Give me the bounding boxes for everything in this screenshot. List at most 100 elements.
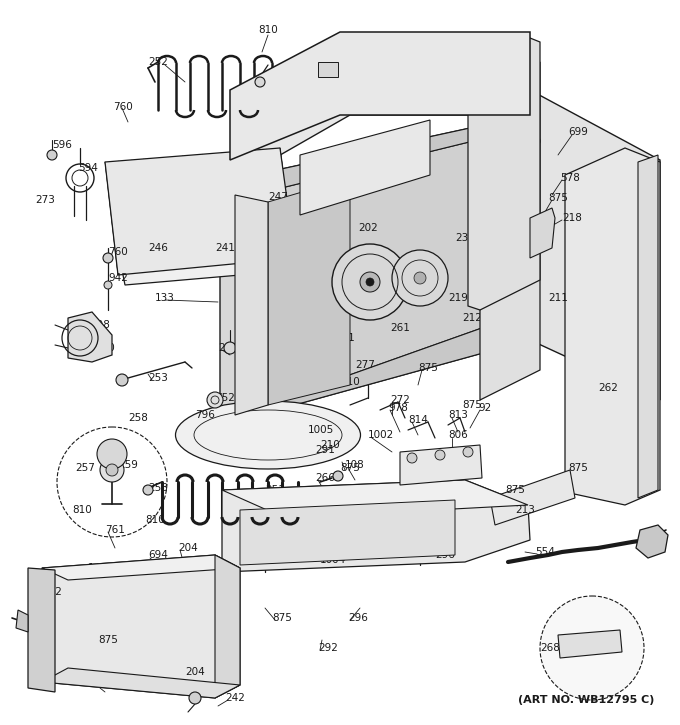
Text: 810: 810 bbox=[248, 513, 268, 523]
Circle shape bbox=[333, 471, 343, 481]
Text: 945: 945 bbox=[285, 320, 305, 330]
Circle shape bbox=[97, 439, 127, 469]
Text: 266: 266 bbox=[315, 473, 335, 483]
Text: 251: 251 bbox=[265, 485, 285, 495]
Text: 875: 875 bbox=[462, 400, 482, 410]
Circle shape bbox=[224, 342, 236, 354]
Text: 242: 242 bbox=[225, 693, 245, 703]
Text: 296: 296 bbox=[348, 613, 368, 623]
Text: 253: 253 bbox=[148, 373, 168, 383]
Text: 143: 143 bbox=[88, 563, 108, 573]
Polygon shape bbox=[222, 480, 528, 518]
Text: 282: 282 bbox=[218, 343, 238, 353]
Circle shape bbox=[540, 596, 644, 700]
Text: 813: 813 bbox=[448, 410, 468, 420]
Text: 232: 232 bbox=[455, 233, 475, 243]
Text: 108: 108 bbox=[345, 460, 364, 470]
Polygon shape bbox=[300, 120, 430, 215]
Text: 814: 814 bbox=[408, 415, 428, 425]
Circle shape bbox=[100, 458, 124, 482]
Text: 211: 211 bbox=[548, 293, 568, 303]
Text: 1004: 1004 bbox=[320, 555, 346, 565]
Text: 1012: 1012 bbox=[310, 357, 337, 367]
Polygon shape bbox=[215, 555, 240, 698]
Polygon shape bbox=[565, 148, 660, 505]
Text: 596: 596 bbox=[52, 140, 72, 150]
Text: 534: 534 bbox=[408, 293, 428, 303]
Text: 875: 875 bbox=[505, 485, 525, 495]
Text: 875: 875 bbox=[418, 363, 438, 373]
Text: 230: 230 bbox=[278, 220, 298, 230]
Polygon shape bbox=[42, 555, 240, 580]
Text: 272: 272 bbox=[390, 395, 410, 405]
Text: 694: 694 bbox=[148, 550, 168, 560]
Text: 809: 809 bbox=[308, 340, 328, 350]
Text: 219: 219 bbox=[448, 293, 468, 303]
Circle shape bbox=[360, 272, 380, 292]
Polygon shape bbox=[265, 132, 510, 405]
Text: 760: 760 bbox=[113, 102, 133, 112]
Text: 241: 241 bbox=[215, 243, 235, 253]
Text: 810: 810 bbox=[145, 515, 165, 525]
Polygon shape bbox=[42, 555, 240, 698]
Text: 998: 998 bbox=[90, 320, 110, 330]
Text: 213: 213 bbox=[515, 505, 535, 515]
Text: 699: 699 bbox=[568, 127, 588, 137]
Text: 810: 810 bbox=[340, 377, 360, 387]
Circle shape bbox=[207, 392, 223, 408]
Text: 273: 273 bbox=[35, 195, 55, 205]
Text: 246: 246 bbox=[148, 243, 168, 253]
Polygon shape bbox=[112, 205, 298, 285]
Text: 277: 277 bbox=[355, 360, 375, 370]
Text: 810: 810 bbox=[72, 505, 92, 515]
Text: 262: 262 bbox=[598, 383, 618, 393]
Polygon shape bbox=[240, 115, 530, 192]
Text: 20: 20 bbox=[528, 137, 541, 147]
Text: 136: 136 bbox=[88, 673, 108, 683]
Text: 259: 259 bbox=[118, 460, 138, 470]
Text: 875: 875 bbox=[568, 463, 588, 473]
Text: 223: 223 bbox=[340, 305, 360, 315]
Circle shape bbox=[189, 692, 201, 704]
Circle shape bbox=[463, 447, 473, 457]
Polygon shape bbox=[220, 160, 240, 420]
Ellipse shape bbox=[175, 401, 360, 469]
Text: 252: 252 bbox=[148, 57, 168, 67]
Circle shape bbox=[103, 253, 113, 263]
Text: 269: 269 bbox=[462, 463, 482, 473]
Text: 554: 554 bbox=[535, 547, 555, 557]
Text: 875: 875 bbox=[548, 193, 568, 203]
Polygon shape bbox=[240, 115, 530, 420]
Text: 761: 761 bbox=[105, 525, 125, 535]
Polygon shape bbox=[235, 195, 268, 415]
Text: 292: 292 bbox=[318, 643, 338, 653]
Text: 1002: 1002 bbox=[368, 430, 394, 440]
Polygon shape bbox=[638, 155, 658, 498]
Text: 218: 218 bbox=[562, 213, 582, 223]
Text: 296: 296 bbox=[245, 525, 265, 535]
Text: 875: 875 bbox=[98, 635, 118, 645]
Text: 875: 875 bbox=[510, 55, 530, 65]
Text: 760: 760 bbox=[108, 247, 128, 257]
Text: 296: 296 bbox=[435, 550, 455, 560]
Text: 806: 806 bbox=[448, 430, 468, 440]
Polygon shape bbox=[220, 90, 530, 178]
Polygon shape bbox=[480, 62, 540, 400]
Text: 942: 942 bbox=[108, 273, 128, 283]
Circle shape bbox=[116, 374, 128, 386]
Text: 204: 204 bbox=[178, 543, 198, 553]
Text: (ART NO. WB12795 C): (ART NO. WB12795 C) bbox=[517, 695, 654, 705]
Text: 796: 796 bbox=[195, 410, 215, 420]
Polygon shape bbox=[468, 48, 492, 68]
Circle shape bbox=[435, 450, 445, 460]
Text: 201: 201 bbox=[335, 333, 355, 343]
Polygon shape bbox=[16, 610, 28, 632]
Circle shape bbox=[106, 464, 118, 476]
Polygon shape bbox=[42, 668, 240, 698]
Text: 210: 210 bbox=[320, 440, 340, 450]
Text: 258: 258 bbox=[148, 483, 168, 493]
Text: 222: 222 bbox=[42, 587, 62, 597]
Circle shape bbox=[47, 150, 57, 160]
Text: 578: 578 bbox=[560, 173, 580, 183]
Text: 44: 44 bbox=[352, 487, 365, 497]
